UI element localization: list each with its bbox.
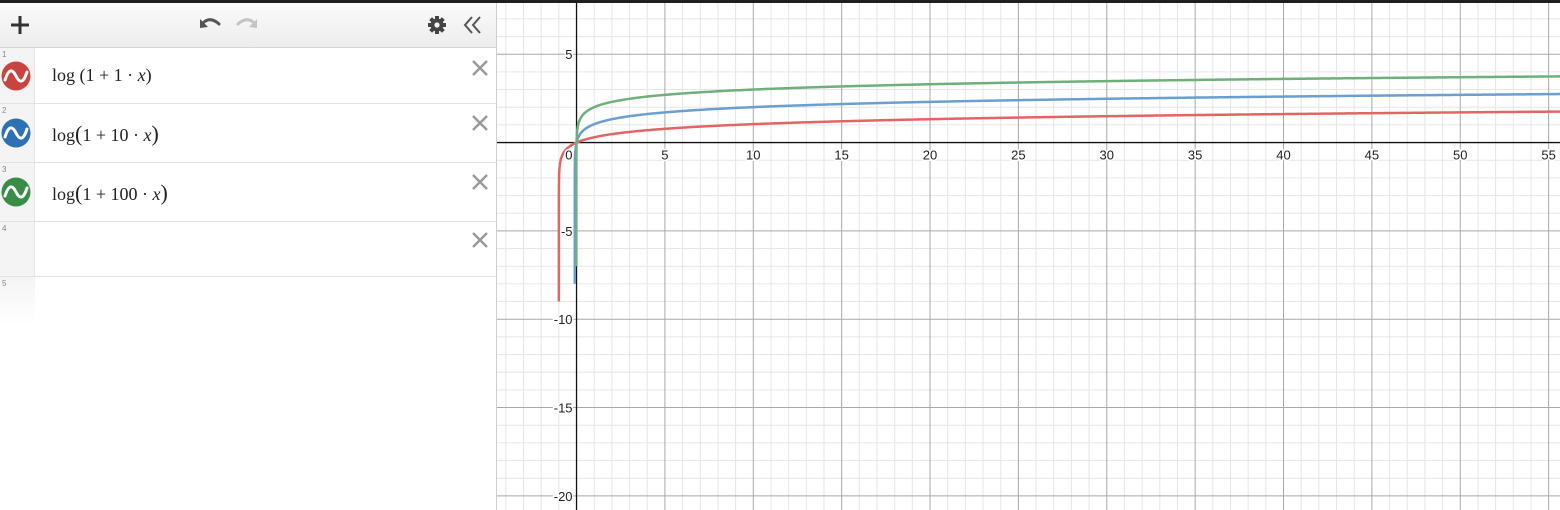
graph-paper[interactable]: 0 5 10 15 20 25 30 35 40 45 50 55 5 -5 -10 -15 -20 — [496, 3, 1560, 510]
add-item-button[interactable] — [6, 11, 34, 39]
x-tick-label: 5 — [661, 148, 668, 163]
expression-row[interactable]: 2 log(1 + 10 · x) — [0, 104, 496, 163]
row-index: 3 — [2, 165, 7, 174]
row-index: 1 — [2, 50, 7, 59]
delete-expression-button[interactable] — [470, 58, 490, 78]
expression-row-new[interactable]: 5 — [0, 277, 496, 325]
row-index: 5 — [2, 279, 7, 288]
expression-gutter: 4 — [0, 222, 35, 276]
expression-list: 1 log (1 + 1 · x) 2 — [0, 48, 496, 325]
undo-button[interactable] — [196, 11, 224, 39]
x-tick-label: 15 — [834, 148, 848, 163]
expression-math[interactable]: log(1 + 10 · x) — [52, 121, 159, 146]
x-tick-label: 50 — [1453, 148, 1467, 163]
expression-toolbar — [0, 3, 496, 48]
expression-gutter: 1 — [0, 48, 35, 103]
curve-line — [557, 110, 1560, 303]
expression-row[interactable]: 1 log (1 + 1 · x) — [0, 48, 496, 104]
x-tick-label: 45 — [1365, 148, 1379, 163]
undo-icon — [200, 18, 221, 28]
delete-expression-button[interactable] — [470, 113, 490, 133]
delete-expression-button[interactable] — [470, 230, 490, 250]
y-tick-label: -5 — [561, 224, 573, 239]
double-chevron-left-icon — [463, 16, 481, 34]
redo-button[interactable] — [233, 11, 261, 39]
x-tick-label: 10 — [746, 148, 760, 163]
expression-gutter: 3 — [0, 163, 35, 221]
blue-wave-icon[interactable] — [1, 118, 31, 148]
redo-icon — [236, 18, 257, 28]
y-tick-label: -15 — [554, 401, 573, 416]
x-tick-label: 55 — [1541, 148, 1555, 163]
curve-line — [573, 92, 1560, 286]
y-tick-label: 5 — [565, 47, 572, 62]
delete-expression-button[interactable] — [470, 172, 490, 192]
expression-gutter: 2 — [0, 104, 35, 162]
gear-icon — [428, 16, 446, 34]
expression-row-empty[interactable]: 4 — [0, 222, 496, 277]
x-tick-label: 0 — [565, 148, 572, 163]
graph-canvas[interactable]: 0 5 10 15 20 25 30 35 40 45 50 555-5-10-15-20 — [497, 3, 1560, 510]
x-tick-label: 25 — [1011, 148, 1025, 163]
red-wave-icon[interactable] — [1, 61, 31, 91]
expression-gutter: 5 — [0, 277, 35, 325]
row-index: 4 — [2, 224, 7, 233]
settings-button[interactable] — [423, 11, 451, 39]
window-top-border — [0, 0, 1560, 3]
collapse-panel-button[interactable] — [459, 11, 487, 39]
y-tick-label: -20 — [554, 489, 573, 504]
x-tick-label: 35 — [1188, 148, 1202, 163]
expression-math[interactable]: log (1 + 1 · x) — [52, 65, 152, 85]
row-index: 2 — [2, 106, 7, 115]
green-wave-icon[interactable] — [1, 177, 31, 207]
plus-icon — [11, 16, 29, 34]
expression-row[interactable]: 3 log(1 + 100 · x) — [0, 163, 496, 222]
x-tick-label: 40 — [1276, 148, 1290, 163]
expression-math[interactable]: log(1 + 100 · x) — [52, 180, 168, 205]
curve-line — [575, 75, 1560, 268]
x-tick-label: 20 — [923, 148, 937, 163]
y-tick-label: -10 — [554, 312, 573, 327]
expression-panel: 1 log (1 + 1 · x) 2 — [0, 3, 496, 510]
x-tick-label: 30 — [1100, 148, 1114, 163]
